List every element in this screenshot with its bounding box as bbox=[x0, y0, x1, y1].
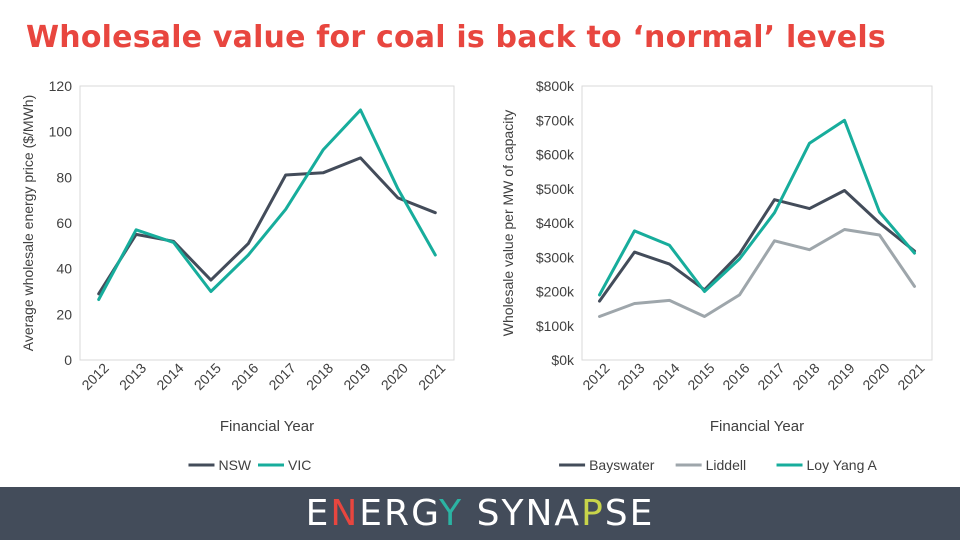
brand-letter: Y bbox=[439, 493, 464, 534]
y-tick-label: 0 bbox=[64, 352, 72, 368]
y-tick-label: $100k bbox=[536, 318, 575, 334]
series-line-liddell bbox=[598, 228, 916, 318]
page-title: Wholesale value for coal is back to ‘nor… bbox=[26, 20, 886, 55]
y-tick-label: 100 bbox=[49, 124, 73, 140]
brand-logo: ENERGY SYNAPSE bbox=[0, 493, 960, 534]
legend-label: Loy Yang A bbox=[807, 457, 878, 473]
x-axis-title: Financial Year bbox=[710, 418, 804, 435]
brand-letter: N bbox=[330, 493, 360, 534]
brand-letter: S bbox=[604, 493, 630, 534]
x-tick-label: 2015 bbox=[684, 360, 717, 393]
legend-label: NSW bbox=[218, 457, 251, 473]
legend-label: Liddell bbox=[706, 457, 746, 473]
brand-letter: E bbox=[359, 493, 385, 534]
y-tick-label: 40 bbox=[56, 261, 72, 277]
brand-letter: R bbox=[384, 493, 412, 534]
y-tick-label: 60 bbox=[56, 215, 72, 231]
y-tick-label: $800k bbox=[536, 78, 575, 94]
x-tick-label: 2013 bbox=[614, 360, 647, 393]
x-tick-label: 2019 bbox=[824, 360, 857, 393]
brand-letter: S bbox=[476, 493, 502, 534]
y-tick-label: $600k bbox=[536, 147, 575, 163]
x-tick-label: 2018 bbox=[789, 360, 822, 393]
series-line-nsw bbox=[97, 156, 437, 296]
brand-letter: N bbox=[525, 493, 555, 534]
series-line-vic bbox=[97, 108, 437, 301]
y-tick-label: $400k bbox=[536, 215, 575, 231]
x-tick-label: 2014 bbox=[649, 360, 682, 393]
y-tick-label: $300k bbox=[536, 249, 575, 265]
chart-wholesale-value-per-mw: $0k $100k $200k $300k $400k $500k $600k $700k $8… bbox=[500, 78, 933, 473]
series-line-loy-yang-a bbox=[598, 118, 916, 297]
y-tick-label: $700k bbox=[536, 112, 575, 128]
brand-letter: E bbox=[629, 493, 655, 534]
brand-letter: G bbox=[411, 493, 440, 534]
y-axis-title: Average wholesale energy price ($/MWh) bbox=[20, 95, 36, 352]
brand-letter: P bbox=[581, 493, 605, 534]
x-tick-label: 2016 bbox=[719, 360, 752, 393]
brand-letter: A bbox=[554, 493, 582, 534]
series-line-bayswater bbox=[598, 189, 916, 303]
footer-bar: ENERGY SYNAPSE bbox=[0, 487, 960, 540]
legend-label: Bayswater bbox=[589, 457, 655, 473]
y-tick-label: $0k bbox=[551, 352, 575, 368]
x-tick-label: 2021 bbox=[894, 360, 927, 393]
x-tick-label: 2020 bbox=[859, 360, 892, 393]
legend-label: VIC bbox=[288, 457, 311, 473]
plot-area-border bbox=[581, 85, 933, 361]
brand-letter: Y bbox=[501, 493, 526, 534]
plot-area-border bbox=[79, 85, 455, 361]
y-tick-label: 80 bbox=[56, 169, 72, 185]
brand-letter: E bbox=[305, 493, 331, 534]
brand-letter bbox=[463, 493, 476, 534]
y-tick-label: $500k bbox=[536, 181, 575, 197]
x-axis-title: Financial Year bbox=[220, 418, 314, 435]
y-tick-label: 20 bbox=[56, 306, 72, 322]
y-tick-label: 120 bbox=[49, 78, 73, 94]
x-tick-label: 2012 bbox=[579, 360, 612, 393]
x-tick-label: 2017 bbox=[754, 360, 787, 393]
y-axis-title: Wholesale value per MW of capacity bbox=[500, 110, 516, 336]
y-tick-label: $200k bbox=[536, 284, 575, 300]
